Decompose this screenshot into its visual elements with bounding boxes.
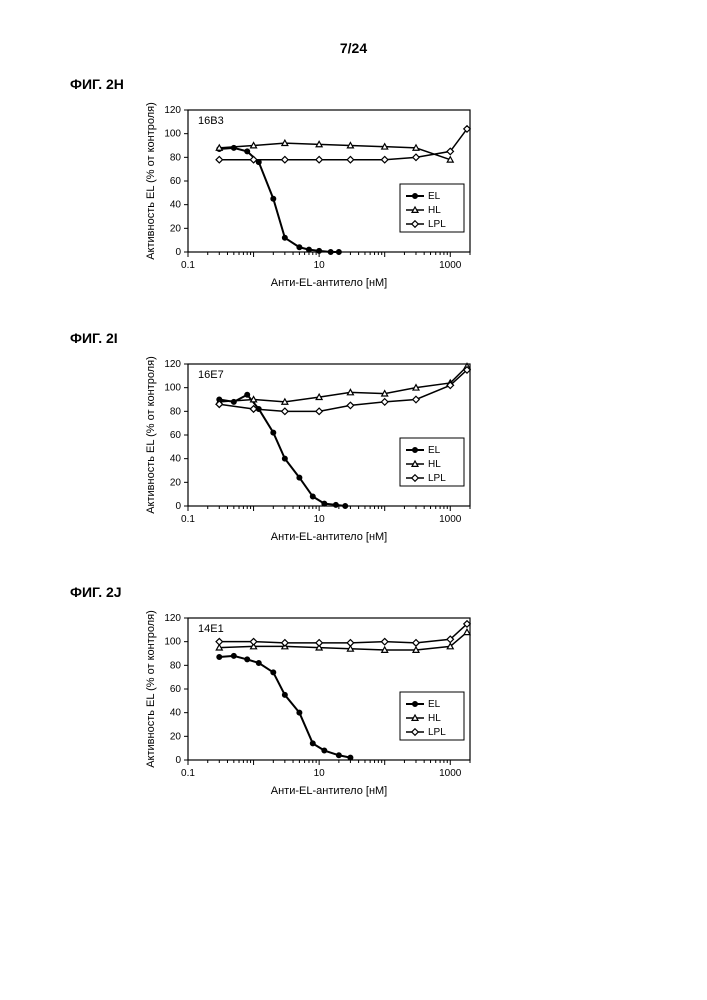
chart-wrap: 0 20 40 60 80 100 120 0.1 10 1000 Анти-EL-антитело… (140, 100, 647, 290)
svg-text:10: 10 (314, 514, 326, 525)
svg-text:100: 100 (164, 383, 181, 394)
svg-text:0: 0 (175, 247, 181, 258)
svg-text:Анти-EL-антитело [нМ]: Анти-EL-антитело [нМ] (271, 531, 387, 543)
svg-text:Активность EL (% от контроля): Активность EL (% от контроля) (145, 102, 157, 260)
chart-svg: 0 20 40 60 80 100 120 0.1 10 1000 Анти-EL-антитело… (140, 608, 480, 798)
svg-text:120: 120 (164, 359, 181, 370)
chart-wrap: 0 20 40 60 80 100 120 0.1 10 1000 Анти-EL-антитело… (140, 354, 647, 544)
svg-text:14E1: 14E1 (198, 623, 224, 635)
page-number: 7/24 (60, 40, 647, 56)
svg-text:120: 120 (164, 105, 181, 116)
svg-text:EL: EL (428, 445, 441, 456)
svg-text:10: 10 (314, 768, 326, 779)
svg-text:60: 60 (170, 176, 182, 187)
svg-text:16E7: 16E7 (198, 369, 224, 381)
svg-text:0.1: 0.1 (181, 768, 195, 779)
svg-text:0.1: 0.1 (181, 514, 195, 525)
svg-text:Анти-EL-антитело [нМ]: Анти-EL-антитело [нМ] (271, 277, 387, 289)
svg-text:EL: EL (428, 191, 441, 202)
figure-label: ФИГ. 2I (70, 330, 647, 346)
svg-text:16B3: 16B3 (198, 115, 224, 127)
svg-text:120: 120 (164, 613, 181, 624)
svg-text:LPL: LPL (428, 473, 446, 484)
svg-text:0.1: 0.1 (181, 260, 195, 271)
svg-text:HL: HL (428, 205, 441, 216)
figures-container: ФИГ. 2H0204060801001200.1101000Анти-EL-а… (60, 76, 647, 798)
svg-text:40: 40 (170, 200, 182, 211)
svg-text:HL: HL (428, 459, 441, 470)
svg-text:100: 100 (164, 129, 181, 140)
figure-label: ФИГ. 2J (70, 584, 647, 600)
svg-text:20: 20 (170, 477, 182, 488)
svg-text:40: 40 (170, 708, 182, 719)
svg-text:EL: EL (428, 699, 441, 710)
svg-text:1000: 1000 (439, 260, 462, 271)
svg-text:LPL: LPL (428, 727, 446, 738)
svg-text:80: 80 (170, 660, 182, 671)
svg-text:Анти-EL-антитело [нМ]: Анти-EL-антитело [нМ] (271, 785, 387, 797)
figure-block: ФИГ. 2J 0 20 40 60 80 100 120 0.1 10 1000 Анти-EL-а… (60, 584, 647, 798)
chart-svg: 0 20 40 60 80 100 120 0.1 10 1000 Анти-EL-антитело… (140, 100, 480, 290)
svg-text:Активность EL (% от контроля): Активность EL (% от контроля) (145, 356, 157, 514)
svg-text:Активность EL (% от контроля): Активность EL (% от контроля) (145, 610, 157, 768)
svg-text:1000: 1000 (439, 768, 462, 779)
svg-text:10: 10 (314, 260, 326, 271)
svg-text:20: 20 (170, 731, 182, 742)
svg-text:1000: 1000 (439, 514, 462, 525)
figure-block: ФИГ. 2H 0 20 40 60 80 100 120 0.1 10 1000 Анти-EL-а… (60, 76, 647, 290)
svg-text:40: 40 (170, 454, 182, 465)
svg-text:100: 100 (164, 637, 181, 648)
svg-text:60: 60 (170, 684, 182, 695)
chart-wrap: 0 20 40 60 80 100 120 0.1 10 1000 Анти-EL-антитело… (140, 608, 647, 798)
svg-text:HL: HL (428, 713, 441, 724)
svg-text:0: 0 (175, 755, 181, 766)
svg-text:LPL: LPL (428, 219, 446, 230)
svg-text:0: 0 (175, 501, 181, 512)
svg-text:80: 80 (170, 406, 182, 417)
svg-text:60: 60 (170, 430, 182, 441)
figure-label: ФИГ. 2H (70, 76, 647, 92)
svg-text:20: 20 (170, 223, 182, 234)
svg-text:80: 80 (170, 152, 182, 163)
chart-svg: 0 20 40 60 80 100 120 0.1 10 1000 Анти-EL-антитело… (140, 354, 480, 544)
figure-block: ФИГ. 2I 0 20 40 60 80 100 120 0.1 10 1000 Анти-EL-а… (60, 330, 647, 544)
